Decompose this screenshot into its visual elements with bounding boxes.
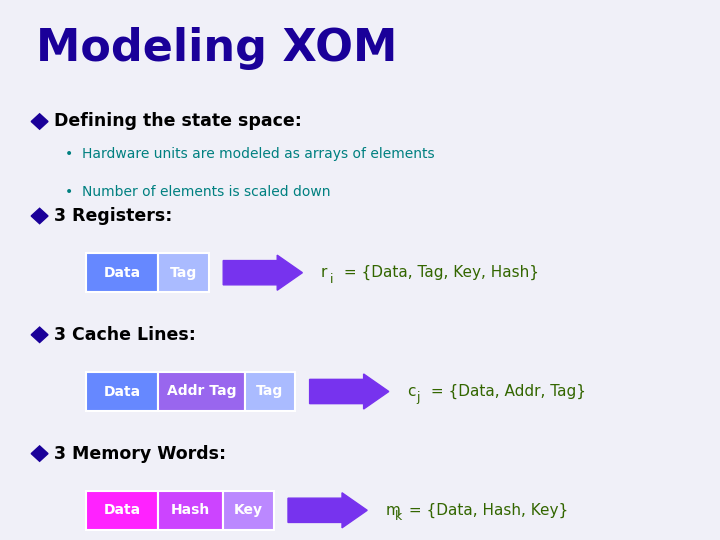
Text: i: i xyxy=(330,273,333,286)
Text: •  Hardware units are modeled as arrays of elements: • Hardware units are modeled as arrays o… xyxy=(65,147,434,161)
FancyArrow shape xyxy=(223,255,302,291)
Polygon shape xyxy=(31,114,48,129)
FancyBboxPatch shape xyxy=(223,491,274,530)
Text: Tag: Tag xyxy=(256,384,284,399)
Text: j: j xyxy=(416,392,420,404)
Polygon shape xyxy=(31,446,48,461)
Text: Tag: Tag xyxy=(170,266,197,280)
FancyBboxPatch shape xyxy=(158,372,245,411)
FancyArrow shape xyxy=(310,374,389,409)
FancyBboxPatch shape xyxy=(86,372,158,411)
Text: k: k xyxy=(395,510,402,523)
Text: Hash: Hash xyxy=(171,503,210,517)
Text: 3 Registers:: 3 Registers: xyxy=(54,207,172,225)
Text: = {Data, Tag, Key, Hash}: = {Data, Tag, Key, Hash} xyxy=(339,265,539,280)
Text: Key: Key xyxy=(234,503,263,517)
FancyArrow shape xyxy=(288,492,367,528)
Text: 3 Cache Lines:: 3 Cache Lines: xyxy=(54,326,196,344)
Polygon shape xyxy=(31,208,48,224)
Text: 3 Memory Words:: 3 Memory Words: xyxy=(54,444,226,463)
FancyBboxPatch shape xyxy=(158,253,209,292)
FancyBboxPatch shape xyxy=(158,491,223,530)
FancyBboxPatch shape xyxy=(86,253,158,292)
Text: Data: Data xyxy=(104,384,141,399)
Polygon shape xyxy=(31,327,48,342)
FancyBboxPatch shape xyxy=(86,491,158,530)
Text: c: c xyxy=(407,384,415,399)
Text: Modeling XOM: Modeling XOM xyxy=(36,27,397,70)
Text: m: m xyxy=(385,503,400,518)
Text: = {Data, Hash, Key}: = {Data, Hash, Key} xyxy=(404,503,568,518)
Text: •  Number of elements is scaled down: • Number of elements is scaled down xyxy=(65,185,330,199)
Text: Defining the state space:: Defining the state space: xyxy=(54,112,302,131)
Text: Data: Data xyxy=(104,503,141,517)
Text: Data: Data xyxy=(104,266,141,280)
Text: Addr Tag: Addr Tag xyxy=(167,384,236,399)
Text: = {Data, Addr, Tag}: = {Data, Addr, Tag} xyxy=(426,384,585,399)
FancyBboxPatch shape xyxy=(245,372,295,411)
Text: r: r xyxy=(320,265,327,280)
